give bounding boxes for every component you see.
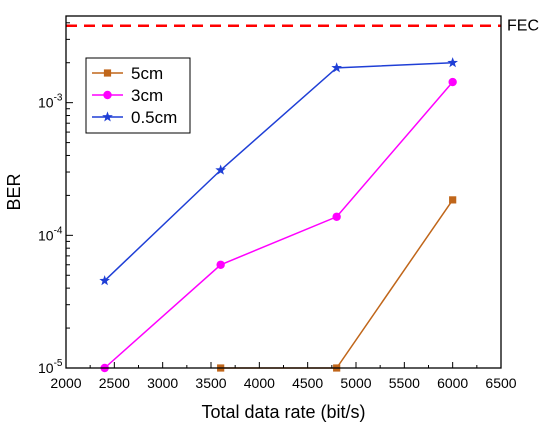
x-tick-label: 3500 (195, 375, 226, 391)
x-tick-label: 3000 (147, 375, 178, 391)
x-tick-label: 6000 (437, 375, 468, 391)
data-point (215, 164, 226, 175)
y-tick-label: 10-4 (38, 225, 63, 243)
x-axis-title: Total data rate (bit/s) (201, 402, 365, 422)
series-2 (99, 57, 458, 286)
y-tick-label: 10-3 (38, 93, 63, 111)
legend: 5cm 3cm 0.5cm (85, 57, 191, 134)
legend-label: 0.5cm (131, 108, 177, 127)
legend-marker (103, 69, 112, 77)
x-tick-label: 5000 (340, 375, 371, 391)
x-tick-label: 4000 (244, 375, 275, 391)
series-0 (217, 196, 457, 372)
data-point (331, 62, 342, 73)
data-point (447, 57, 458, 68)
data-point (449, 196, 457, 204)
y-tick-label: 10-5 (38, 358, 63, 376)
legend-label: 5cm (131, 64, 163, 83)
series-line (104, 61, 453, 282)
legend-label: 3cm (131, 86, 163, 105)
series-line (220, 199, 454, 369)
legend-entry: 5cm (92, 64, 163, 83)
legend-entry: 3cm (92, 86, 163, 105)
legend-marker (102, 111, 113, 122)
fec-label: FEC (507, 18, 539, 35)
data-point (448, 77, 457, 87)
x-tick-label: 5500 (389, 375, 420, 391)
data-point (99, 275, 110, 286)
x-tick-label: 6500 (485, 375, 516, 391)
x-tick-label: 4500 (292, 375, 323, 391)
data-point (332, 212, 341, 221)
x-tick-label: 2000 (50, 375, 81, 391)
legend-entry: 0.5cm (92, 108, 177, 127)
series-line (104, 81, 454, 369)
y-axis-title: BER (4, 173, 24, 210)
data-point (216, 260, 225, 269)
series-1 (100, 77, 457, 373)
x-tick-label: 2500 (99, 375, 130, 391)
legend-marker (103, 90, 112, 100)
